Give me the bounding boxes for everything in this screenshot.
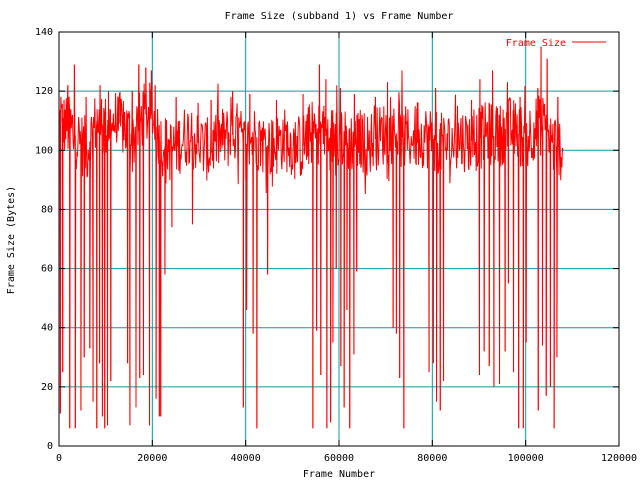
x-ticks: 0 20000 40000 60000 80000 100000 120000	[56, 32, 637, 464]
x-axis-label: Frame Number	[303, 469, 375, 480]
x-tick-label: 60000	[324, 453, 354, 464]
x-tick-label: 20000	[137, 453, 167, 464]
legend: Frame Size	[506, 38, 606, 49]
series-frame-size	[58, 46, 564, 429]
y-tick-label: 120	[35, 86, 53, 97]
y-tick-label: 100	[35, 145, 53, 156]
legend-label-frame-size: Frame Size	[506, 38, 566, 49]
y-tick-label: 40	[41, 323, 53, 334]
y-tick-label: 140	[35, 27, 53, 38]
x-tick-label: 0	[56, 453, 62, 464]
x-tick-label: 120000	[601, 453, 637, 464]
x-tick-label: 80000	[417, 453, 447, 464]
y-tick-label: 80	[41, 204, 53, 215]
x-tick-label: 100000	[508, 453, 544, 464]
y-tick-label: 0	[47, 441, 53, 452]
y-tick-label: 20	[41, 382, 53, 393]
y-tick-label: 60	[41, 264, 53, 275]
x-tick-label: 40000	[231, 453, 261, 464]
y-axis-label: Frame Size (Bytes)	[6, 186, 17, 294]
y-ticks: 0 20 40 60 80 100 120 140	[35, 27, 619, 452]
chart-title: Frame Size (subband 1) vs Frame Number	[225, 11, 454, 22]
